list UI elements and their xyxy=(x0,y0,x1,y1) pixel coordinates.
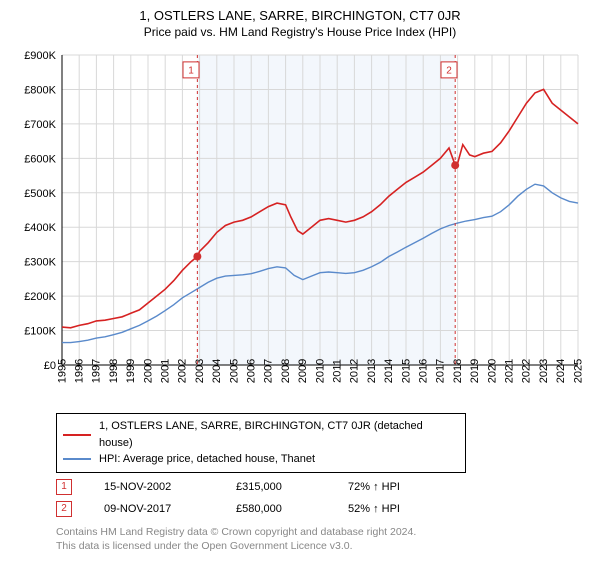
titles: 1, OSTLERS LANE, SARRE, BIRCHINGTON, CT7… xyxy=(12,8,588,39)
y-tick-label: £900K xyxy=(24,50,56,62)
footer-line-2: This data is licensed under the Open Gov… xyxy=(56,539,588,553)
x-tick-label: 2002 xyxy=(177,359,189,383)
y-tick-label: £700K xyxy=(24,119,56,131)
y-tick-label: £500K xyxy=(24,188,56,200)
sales-list: 1 15-NOV-2002 £315,000 72% ↑ HPI 2 09-NOV-201… xyxy=(12,479,588,517)
x-tick-label: 2001 xyxy=(159,359,171,383)
x-tick-label: 2012 xyxy=(349,359,361,383)
marker-number: 1 xyxy=(188,65,194,76)
x-tick-label: 1996 xyxy=(73,359,85,383)
x-tick-label: 2022 xyxy=(521,359,533,383)
x-tick-label: 2016 xyxy=(418,359,430,383)
x-tick-label: 2010 xyxy=(314,359,326,383)
x-tick-label: 1998 xyxy=(108,359,120,383)
legend-swatch xyxy=(63,434,91,436)
x-tick-label: 2005 xyxy=(228,359,240,383)
x-tick-label: 2004 xyxy=(211,359,223,383)
marker-number: 2 xyxy=(446,65,452,76)
sale-date: 15-NOV-2002 xyxy=(104,481,204,493)
sale-pct: 72% ↑ HPI xyxy=(348,481,400,493)
y-tick-label: £300K xyxy=(24,257,56,269)
x-tick-label: 2013 xyxy=(366,359,378,383)
legend: 1, OSTLERS LANE, SARRE, BIRCHINGTON, CT7… xyxy=(56,413,466,473)
legend-label: 1, OSTLERS LANE, SARRE, BIRCHINGTON, CT7… xyxy=(99,418,459,451)
y-tick-label: £600K xyxy=(24,153,56,165)
sale-row: 2 09-NOV-2017 £580,000 52% ↑ HPI xyxy=(56,501,588,517)
sale-number-box: 1 xyxy=(56,479,72,495)
x-tick-label: 2014 xyxy=(383,359,395,383)
title: 1, OSTLERS LANE, SARRE, BIRCHINGTON, CT7… xyxy=(12,8,588,23)
legend-row: 1, OSTLERS LANE, SARRE, BIRCHINGTON, CT7… xyxy=(63,418,459,451)
footer: Contains HM Land Registry data © Crown c… xyxy=(56,525,588,553)
y-tick-label: £0 xyxy=(44,360,56,372)
legend-row: HPI: Average price, detached house, Than… xyxy=(63,451,459,468)
y-tick-label: £800K xyxy=(24,84,56,96)
marker-dot xyxy=(193,253,201,261)
y-tick-label: £400K xyxy=(24,222,56,234)
x-tick-label: 2021 xyxy=(504,359,516,383)
chart-area: £0 £100K £200K £300K £400K £500K £600K £700K £80… xyxy=(12,47,588,407)
x-tick-label: 1999 xyxy=(125,359,137,383)
x-tick-label: 2025 xyxy=(572,359,584,383)
x-tick-label: 2019 xyxy=(469,359,481,383)
chart-container: 1, OSTLERS LANE, SARRE, BIRCHINGTON, CT7… xyxy=(0,0,600,561)
sale-number-box: 2 xyxy=(56,501,72,517)
x-tick-label: 2000 xyxy=(142,359,154,383)
x-tick-label: 2007 xyxy=(263,359,275,383)
x-tick-label: 2009 xyxy=(297,359,309,383)
x-tick-label: 2024 xyxy=(555,359,567,383)
x-tick-label: 2020 xyxy=(486,359,498,383)
legend-swatch xyxy=(63,458,91,460)
x-tick-label: 2017 xyxy=(435,359,447,383)
x-tick-label: 2006 xyxy=(245,359,257,383)
sale-price: £315,000 xyxy=(236,481,316,493)
sale-price: £580,000 xyxy=(236,503,316,515)
subtitle: Price paid vs. HM Land Registry's House … xyxy=(12,25,588,39)
sale-pct: 52% ↑ HPI xyxy=(348,503,400,515)
x-tick-label: 2003 xyxy=(194,359,206,383)
x-tick-label: 2023 xyxy=(538,359,550,383)
line-chart: £0 £100K £200K £300K £400K £500K £600K £700K £80… xyxy=(12,47,588,407)
y-tick-label: £100K xyxy=(24,326,56,338)
sale-date: 09-NOV-2017 xyxy=(104,503,204,515)
x-tick-label: 2008 xyxy=(280,359,292,383)
x-tick-label: 2011 xyxy=(332,359,344,383)
y-tick-label: £200K xyxy=(24,291,56,303)
x-tick-label: 2015 xyxy=(400,359,412,383)
marker-dot xyxy=(451,161,459,169)
x-tick-label: 2018 xyxy=(452,359,464,383)
sale-row: 1 15-NOV-2002 £315,000 72% ↑ HPI xyxy=(56,479,588,495)
x-tick-label: 1997 xyxy=(91,359,103,383)
footer-line-1: Contains HM Land Registry data © Crown c… xyxy=(56,525,588,539)
shaded-region xyxy=(197,55,455,365)
legend-label: HPI: Average price, detached house, Than… xyxy=(99,451,315,468)
